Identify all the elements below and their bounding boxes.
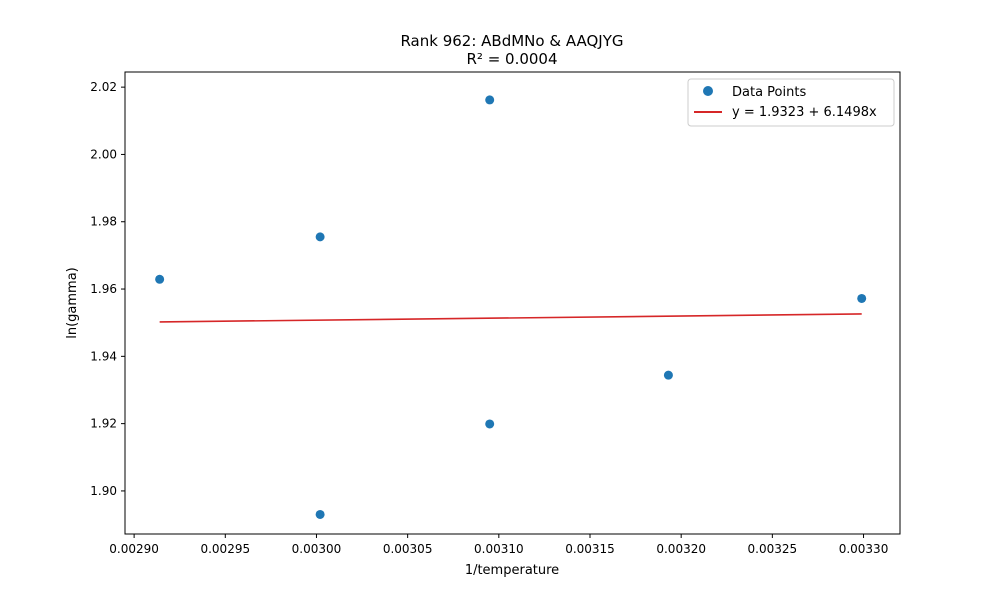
y-tick-label: 1.94 (90, 349, 117, 363)
x-tick-label: 0.00325 (748, 542, 798, 556)
data-point (663, 370, 673, 380)
y-tick-label: 1.92 (90, 417, 117, 431)
y-axis: 1.90 1.92 1.94 1.96 1.98 2.00 2.02 (90, 80, 125, 498)
y-tick-label: 2.02 (90, 80, 117, 94)
legend-label-fit-line: y = 1.9323 + 6.1498x (732, 105, 877, 120)
fit-line (159, 313, 862, 323)
chart-subtitle: R² = 0.0004 (466, 50, 557, 68)
x-tick-label: 0.00310 (474, 542, 524, 556)
x-tick-label: 0.00320 (656, 542, 706, 556)
plot-area-frame (124, 71, 901, 535)
x-axis-label: 1/temperature (465, 563, 559, 578)
y-tick-label: 1.98 (90, 215, 117, 229)
y-axis-label: ln(gamma) (65, 267, 80, 339)
x-tick-label: 0.00315 (565, 542, 615, 556)
legend: Data Points y = 1.9323 + 6.1498x (687, 78, 895, 127)
data-point (485, 419, 495, 429)
chart-title: Rank 962: ABdMNo & AAQJYG (400, 32, 623, 50)
x-tick-label: 0.00290 (109, 542, 159, 556)
legend-label-data-points: Data Points (732, 85, 806, 100)
x-tick-label: 0.00295 (200, 542, 250, 556)
x-axis: 0.00290 0.00295 0.00300 0.00305 0.00310 0.003… (109, 534, 888, 556)
data-point (857, 293, 867, 303)
y-tick-label: 1.90 (90, 484, 117, 498)
legend-box (687, 78, 895, 127)
data-point (315, 509, 325, 519)
x-tick-label: 0.00300 (292, 542, 342, 556)
data-point (155, 274, 165, 284)
data-point (485, 95, 495, 105)
data-point (315, 232, 325, 242)
y-tick-label: 1.96 (90, 282, 117, 296)
y-tick-label: 2.00 (90, 147, 117, 161)
plot-content (155, 95, 867, 519)
x-tick-label: 0.00305 (383, 542, 433, 556)
x-tick-label: 0.00330 (839, 542, 889, 556)
legend-marker-data-points (703, 86, 713, 96)
